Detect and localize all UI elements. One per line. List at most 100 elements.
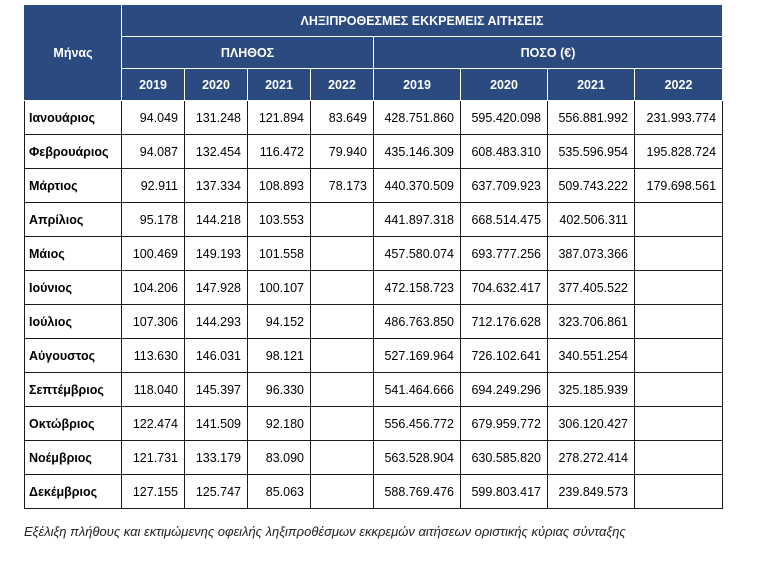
count-cell: 104.206 [121,270,185,305]
count-cell [310,372,374,407]
count-cell: 147.928 [184,270,248,305]
amount-cell: 535.596.954 [547,134,635,169]
table-row: Απρίλιος 95.178 144.218 103.553 441.897.318 6… [24,202,724,237]
count-cell: 79.940 [310,134,374,169]
amount-cell: 668.514.475 [460,202,548,237]
month-cell: Μάρτιος [24,168,122,203]
amount-cell: 726.102.641 [460,338,548,373]
amount-cell: 704.632.417 [460,270,548,305]
count-cell: 107.306 [121,304,185,339]
month-cell: Νοέμβριος [24,440,122,475]
amount-year-header: 2021 [547,68,635,101]
amount-cell [633,406,724,441]
amount-year-header: 2019 [373,68,461,101]
table-row: Μάιος 100.469 149.193 101.558 457.580.074 693… [24,236,724,271]
month-cell: Μάιος [24,236,122,271]
amount-year-header: 2022 [633,68,724,101]
amount-cell: 556.881.992 [547,100,635,135]
count-cell: 146.031 [184,338,248,373]
amount-cell: 509.743.222 [547,168,635,203]
amount-cell: 608.483.310 [460,134,548,169]
amount-cell [633,440,724,475]
amount-cell: 239.849.573 [547,474,635,509]
table-caption: Εξέλιξη πλήθους και εκτιμώμενης οφειλής … [24,524,626,539]
count-cell: 113.630 [121,338,185,373]
count-cell: 78.173 [310,168,374,203]
amount-cell: 693.777.256 [460,236,548,271]
amount-cell [633,236,724,271]
amount-cell [633,202,724,237]
count-cell: 83.090 [247,440,311,475]
count-year-header: 2020 [184,68,248,101]
amount-group-header: ΠΟΣΟ (€) [372,36,724,69]
amount-cell: 637.709.923 [460,168,548,203]
count-cell: 94.087 [121,134,185,169]
count-cell: 92.180 [247,406,311,441]
amount-cell: 486.763.850 [373,304,461,339]
amount-cell [633,270,724,305]
count-cell: 100.469 [121,236,185,271]
amount-cell: 440.370.509 [373,168,461,203]
count-cell: 145.397 [184,372,248,407]
amount-cell: 340.551.254 [547,338,635,373]
count-cell: 108.893 [247,168,311,203]
month-cell: Οκτώβριος [24,406,122,441]
amount-cell: 527.169.964 [373,338,461,373]
count-cell: 92.911 [121,168,185,203]
amount-cell: 306.120.427 [547,406,635,441]
amount-cell: 441.897.318 [373,202,461,237]
count-cell: 100.107 [247,270,311,305]
month-column-header: Μήνας [24,4,122,101]
count-cell: 121.731 [121,440,185,475]
amount-cell: 428.751.860 [373,100,461,135]
amount-cell: 694.249.296 [460,372,548,407]
amount-cell [633,474,724,509]
table-row: Ιανουάριος 94.049 131.248 121.894 83.649 428.… [24,100,724,135]
count-cell: 141.509 [184,406,248,441]
amount-cell: 402.506.311 [547,202,635,237]
count-cell [310,236,374,271]
count-cell [310,474,374,509]
table-row: Δεκέμβριος 127.155 125.747 85.063 588.769.47… [24,474,724,509]
amount-cell: 556.456.772 [373,406,461,441]
count-cell [310,406,374,441]
count-group-header: ΠΛΗΘΟΣ [121,36,374,69]
month-cell: Απρίλιος [24,202,122,237]
amount-cell: 712.176.628 [460,304,548,339]
count-cell: 94.049 [121,100,185,135]
table-row: Ιούνιος 104.206 147.928 100.107 472.158.723 7… [24,270,724,305]
table-title-header: ΛΗΞΙΠΡΟΘΕΣΜΕΣ ΕΚΚΡΕΜΕΙΣ ΑΙΤΗΣΕΙΣ [120,4,724,37]
count-cell: 125.747 [184,474,248,509]
table-row: Φεβρουάριος 94.087 132.454 116.472 79.940 435… [24,134,724,169]
count-cell: 103.553 [247,202,311,237]
table-row: Σεπτέμβριος 118.040 145.397 96.330 541.464.6… [24,372,724,407]
data-table-container: Μήνας ΛΗΞΙΠΡΟΘΕΣΜΕΣ ΕΚΚΡΕΜΕΙΣ ΑΙΤΗΣΕΙΣ Π… [24,4,724,509]
amount-cell: 588.769.476 [373,474,461,509]
amount-cell: 457.580.074 [373,236,461,271]
amount-cell: 435.146.309 [373,134,461,169]
count-year-header: 2019 [121,68,185,101]
amount-cell: 630.585.820 [460,440,548,475]
count-cell [310,270,374,305]
count-cell [310,304,374,339]
amount-cell: 679.959.772 [460,406,548,441]
count-cell: 101.558 [247,236,311,271]
count-cell: 118.040 [121,372,185,407]
amount-cell [633,372,724,407]
amount-cell: 472.158.723 [373,270,461,305]
month-cell: Ιανουάριος [24,100,122,135]
count-cell: 121.894 [247,100,311,135]
amount-cell: 541.464.666 [373,372,461,407]
month-cell: Σεπτέμβριος [24,372,122,407]
count-cell: 133.179 [184,440,248,475]
table-row: Αύγουστος 113.630 146.031 98.121 527.169.964… [24,338,724,373]
amount-cell: 179.698.561 [633,168,724,203]
count-cell: 149.193 [184,236,248,271]
count-cell: 144.218 [184,202,248,237]
table-body: Ιανουάριος 94.049 131.248 121.894 83.649 428.… [24,100,724,509]
count-cell: 85.063 [247,474,311,509]
amount-cell: 195.828.724 [633,134,724,169]
count-cell: 98.121 [247,338,311,373]
count-cell [310,338,374,373]
count-cell: 144.293 [184,304,248,339]
